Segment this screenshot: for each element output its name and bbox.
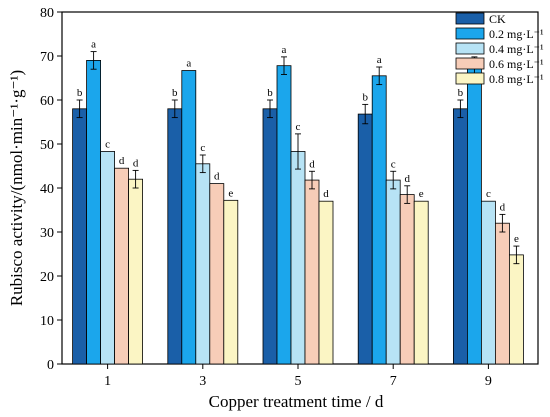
y-tick-label: 40 xyxy=(40,182,54,197)
chart-legend: CK0.2 mg·L⁻¹0.4 mg·L⁻¹0.6 mg·L⁻¹0.8 mg·L… xyxy=(455,12,544,86)
x-axis-title: Copper treatment time / d xyxy=(209,392,384,411)
bar xyxy=(167,108,183,365)
significance-letter: a xyxy=(282,44,287,56)
significance-letter: b xyxy=(77,87,83,99)
bar xyxy=(114,167,129,365)
x-tick-label: 5 xyxy=(295,374,302,389)
significance-letter: b xyxy=(362,91,368,103)
bar xyxy=(466,65,482,365)
bar xyxy=(480,200,496,365)
bar xyxy=(508,254,524,365)
bar xyxy=(72,108,87,365)
bar xyxy=(223,199,239,365)
legend-swatch xyxy=(455,12,485,25)
legend-label: 0.2 mg·L⁻¹ xyxy=(489,27,544,41)
bar xyxy=(494,222,510,365)
bar xyxy=(276,65,292,365)
significance-letter: a xyxy=(377,54,382,66)
legend-swatch xyxy=(455,27,485,40)
bar xyxy=(385,179,401,365)
chart-bars: bacddbacdebacddbacdebacde xyxy=(72,39,524,365)
x-tick-label: 1 xyxy=(104,374,111,389)
legend-swatch xyxy=(455,42,485,55)
bar xyxy=(195,163,211,365)
y-tick-label: 70 xyxy=(40,50,54,65)
significance-letter: d xyxy=(214,171,220,183)
y-axis-title: Rubisco activity/(nmol·min⁻¹·g⁻¹) xyxy=(7,70,26,306)
significance-letter: e xyxy=(419,188,424,200)
significance-letter: b xyxy=(267,87,273,99)
significance-letter: d xyxy=(500,201,506,213)
significance-letter: c xyxy=(200,142,205,154)
bar xyxy=(413,200,429,365)
bar xyxy=(209,183,225,365)
bar xyxy=(86,60,101,365)
legend-swatch xyxy=(455,72,485,85)
significance-letter: e xyxy=(514,233,519,245)
bar xyxy=(181,70,197,365)
y-tick-label: 50 xyxy=(40,138,54,153)
x-tick-label: 9 xyxy=(485,374,492,389)
significance-letter: b xyxy=(172,87,178,99)
y-tick-label: 60 xyxy=(40,94,54,109)
bar xyxy=(290,151,306,365)
bar xyxy=(304,179,320,365)
bar xyxy=(128,178,144,365)
significance-letter: a xyxy=(91,39,96,51)
bar xyxy=(399,194,415,365)
significance-letter: b xyxy=(458,87,464,99)
bar xyxy=(452,108,468,365)
bar xyxy=(318,200,334,365)
legend-label: CK xyxy=(489,12,506,26)
y-tick-label: 0 xyxy=(47,358,54,373)
y-tick-label: 80 xyxy=(40,6,54,21)
significance-letter: e xyxy=(228,187,233,199)
significance-letter: a xyxy=(186,58,191,70)
significance-letter: c xyxy=(105,138,110,150)
legend-swatch xyxy=(455,57,485,70)
significance-letter: d xyxy=(133,157,139,169)
significance-letter: c xyxy=(486,188,491,200)
significance-letter: c xyxy=(296,121,301,133)
y-tick-label: 10 xyxy=(40,314,54,329)
x-tick-label: 3 xyxy=(199,374,206,389)
y-tick-label: 20 xyxy=(40,270,54,285)
significance-letter: c xyxy=(391,158,396,170)
bar xyxy=(371,75,387,365)
significance-letter: d xyxy=(309,158,315,170)
bar xyxy=(262,108,278,365)
bar xyxy=(100,151,115,365)
bar xyxy=(357,113,373,365)
significance-letter: d xyxy=(119,155,125,167)
x-tick-label: 7 xyxy=(390,374,397,389)
significance-letter: d xyxy=(404,173,410,185)
significance-letter: d xyxy=(323,188,329,200)
legend-label: 0.6 mg·L⁻¹ xyxy=(489,57,544,71)
legend-label: 0.8 mg·L⁻¹ xyxy=(489,72,544,86)
legend-label: 0.4 mg·L⁻¹ xyxy=(489,42,544,56)
y-tick-label: 30 xyxy=(40,226,54,241)
